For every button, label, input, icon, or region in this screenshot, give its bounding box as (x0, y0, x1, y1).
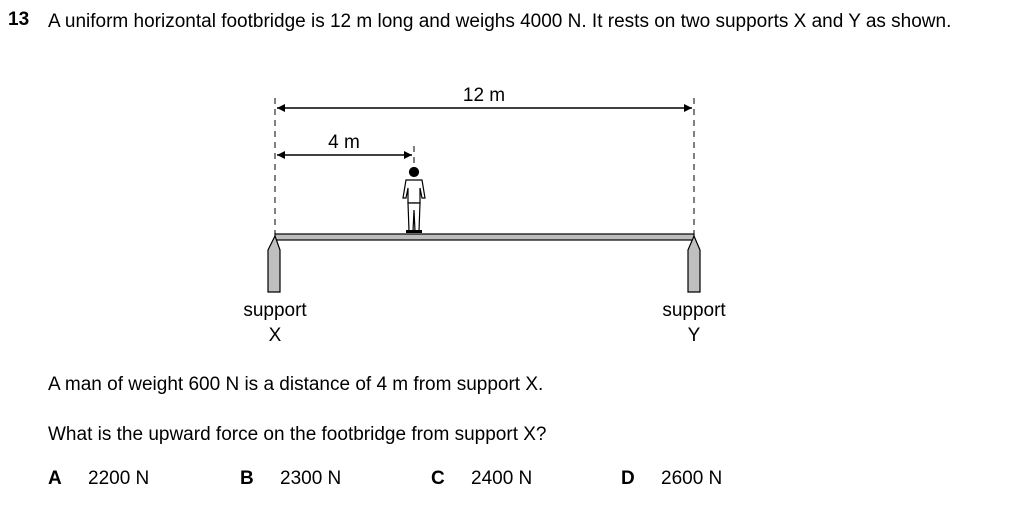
statement-text: A man of weight 600 N is a distance of 4… (48, 374, 544, 395)
man-icon (402, 166, 426, 233)
support-x-label: support (243, 300, 307, 321)
option-text: 2400 N (471, 468, 533, 489)
prompt-text: What is the upward force on the footbrid… (48, 424, 547, 445)
option-text: 2200 N (88, 468, 150, 489)
length-label: 12 m (463, 85, 505, 106)
question-stem: A uniform horizontal footbridge is 12 m … (48, 11, 952, 32)
support-x (267, 234, 281, 293)
option-text: 2600 N (661, 468, 723, 489)
option-text: 2300 N (280, 468, 342, 489)
option-letter: A (48, 468, 62, 489)
option-letter: B (240, 468, 254, 489)
support-y (687, 234, 701, 293)
footbridge-beam (274, 233, 695, 241)
question-number: 13 (8, 9, 30, 30)
support-y-label: support (662, 300, 726, 321)
option-letter: D (621, 468, 635, 489)
support-x-letter: X (269, 325, 282, 346)
distance-label: 4 m (328, 132, 360, 153)
support-y-letter: Y (688, 325, 701, 346)
option-letter: C (431, 468, 445, 489)
